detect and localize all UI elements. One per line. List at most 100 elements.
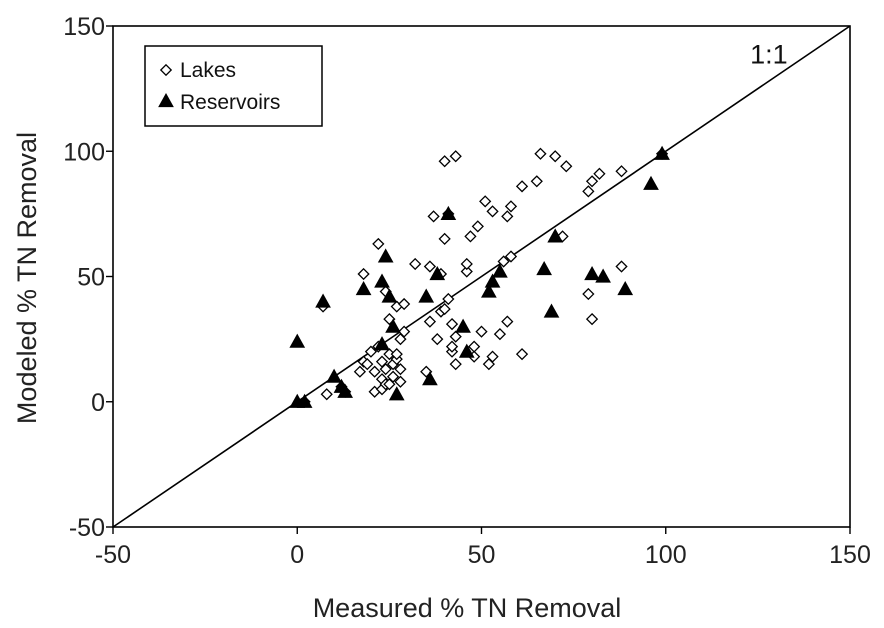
- lakes-point: [449, 358, 462, 371]
- lakes-point: [409, 257, 422, 271]
- lakes-point: [493, 327, 507, 341]
- reservoirs-point: [547, 228, 564, 243]
- lakes-point: [549, 150, 562, 163]
- reservoirs-point: [374, 336, 390, 351]
- lakes-point: [397, 297, 411, 311]
- y-tick-label: 50: [77, 264, 105, 292]
- reservoirs-point: [543, 303, 560, 318]
- lakes-point: [615, 165, 628, 178]
- one-to-one-label: 1:1: [750, 40, 788, 70]
- lakes-point: [460, 265, 473, 278]
- lakes-point: [501, 210, 514, 223]
- lakes-point: [497, 255, 510, 268]
- lakes-point: [475, 325, 488, 338]
- y-axis-title: Modeled % TN Removal: [12, 132, 42, 424]
- data-points: [289, 145, 670, 408]
- lakes-point: [464, 230, 477, 243]
- lakes-point: [449, 330, 462, 343]
- lakes-point: [394, 363, 407, 376]
- reservoirs-point: [458, 343, 475, 358]
- lakes-point: [423, 260, 437, 273]
- reservoirs-point: [289, 333, 306, 348]
- reservoirs-point: [536, 260, 552, 276]
- reservoirs-point: [388, 386, 405, 401]
- legend-reservoirs-marker: [158, 92, 174, 108]
- lakes-point: [486, 350, 499, 363]
- lakes-point: [353, 365, 367, 378]
- lakes-point: [320, 388, 333, 401]
- lakes-point: [438, 232, 451, 246]
- lakes-point: [615, 260, 628, 273]
- lakes-point: [460, 257, 473, 271]
- lakes-point: [530, 175, 543, 188]
- y-tick-label: 0: [91, 389, 105, 417]
- lakes-point: [556, 230, 569, 243]
- legend-label: Lakes: [180, 59, 236, 82]
- lakes-point: [442, 292, 455, 306]
- lakes-point: [445, 340, 459, 353]
- reservoirs-point: [355, 280, 372, 296]
- y-tick-label: -50: [69, 514, 105, 542]
- lakes-point: [515, 180, 529, 193]
- one-to-one-line: [112, 25, 851, 528]
- lakes-point: [593, 167, 606, 180]
- lakes-point: [585, 175, 599, 188]
- lakes-point: [504, 200, 518, 213]
- lakes-point: [582, 185, 595, 198]
- x-tick-label: 100: [645, 541, 687, 569]
- x-tick-label: 50: [468, 541, 496, 569]
- reservoirs-point: [381, 288, 398, 303]
- reservoirs-point: [326, 368, 342, 383]
- lakes-point: [471, 220, 484, 233]
- legend: Lakes Reservoirs: [144, 45, 323, 127]
- lakes-point: [585, 312, 599, 326]
- reservoirs-point: [296, 393, 313, 408]
- lakes-point: [504, 250, 518, 263]
- reservoirs-point: [643, 175, 659, 190]
- reservoirs-point: [315, 293, 331, 308]
- x-axis-title: Measured % TN Removal: [313, 593, 622, 623]
- legend-lakes-marker: [159, 63, 173, 77]
- lakes-point: [361, 358, 374, 371]
- lakes-point: [534, 147, 547, 160]
- lakes-point: [560, 160, 573, 173]
- y-tick-label: 100: [63, 138, 105, 166]
- reservoirs-point: [440, 205, 457, 220]
- lakes-point: [479, 195, 492, 208]
- lakes-point: [372, 237, 385, 251]
- legend-box: [144, 45, 323, 127]
- legend-label: Reservoirs: [180, 91, 280, 114]
- lakes-point: [438, 302, 451, 316]
- lakes-point: [445, 317, 459, 331]
- reservoirs-series: [289, 145, 670, 408]
- y-tick-label: 150: [63, 13, 105, 41]
- lakes-point: [501, 315, 514, 328]
- lakes-point: [438, 155, 451, 168]
- reservoirs-point: [377, 248, 394, 263]
- lakes-point: [357, 267, 370, 281]
- reservoirs-point: [617, 280, 634, 296]
- axes: -50 0 50 100 150 -50 0 50 100 150: [63, 13, 871, 569]
- lakes-point: [427, 210, 440, 223]
- lakes-point: [486, 205, 499, 218]
- reservoirs-point: [481, 283, 497, 298]
- x-tick-label: 150: [829, 541, 871, 569]
- reservoirs-point: [455, 318, 471, 333]
- lakes-point: [368, 365, 381, 378]
- reservoirs-point: [484, 273, 501, 288]
- reservoirs-point: [595, 268, 611, 283]
- reservoirs-point: [385, 318, 401, 333]
- reference-line-group: 1:1: [112, 25, 851, 528]
- lakes-point: [379, 363, 392, 376]
- lakes-point: [468, 340, 481, 353]
- lakes-point: [515, 348, 529, 361]
- x-tick-label: -50: [95, 541, 131, 569]
- lakes-point: [449, 150, 462, 163]
- x-tick-label: 0: [290, 541, 304, 569]
- reservoirs-point: [422, 371, 438, 386]
- lakes-point: [386, 370, 400, 383]
- reservoirs-point: [337, 383, 354, 398]
- lakes-point: [394, 375, 407, 388]
- reservoirs-point: [429, 265, 446, 281]
